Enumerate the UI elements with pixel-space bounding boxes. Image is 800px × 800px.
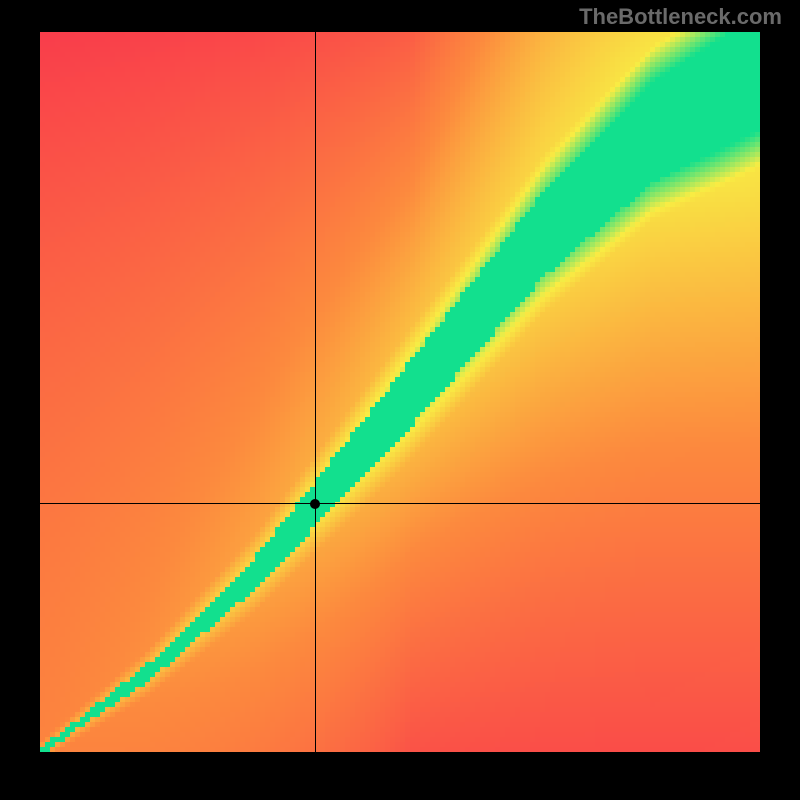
heatmap-canvas	[40, 32, 760, 752]
data-point-marker	[310, 499, 320, 509]
heatmap-plot	[40, 32, 760, 752]
crosshair-vertical	[315, 32, 316, 752]
crosshair-horizontal	[40, 503, 760, 504]
chart-container: TheBottleneck.com	[0, 0, 800, 800]
watermark-text: TheBottleneck.com	[579, 4, 782, 30]
